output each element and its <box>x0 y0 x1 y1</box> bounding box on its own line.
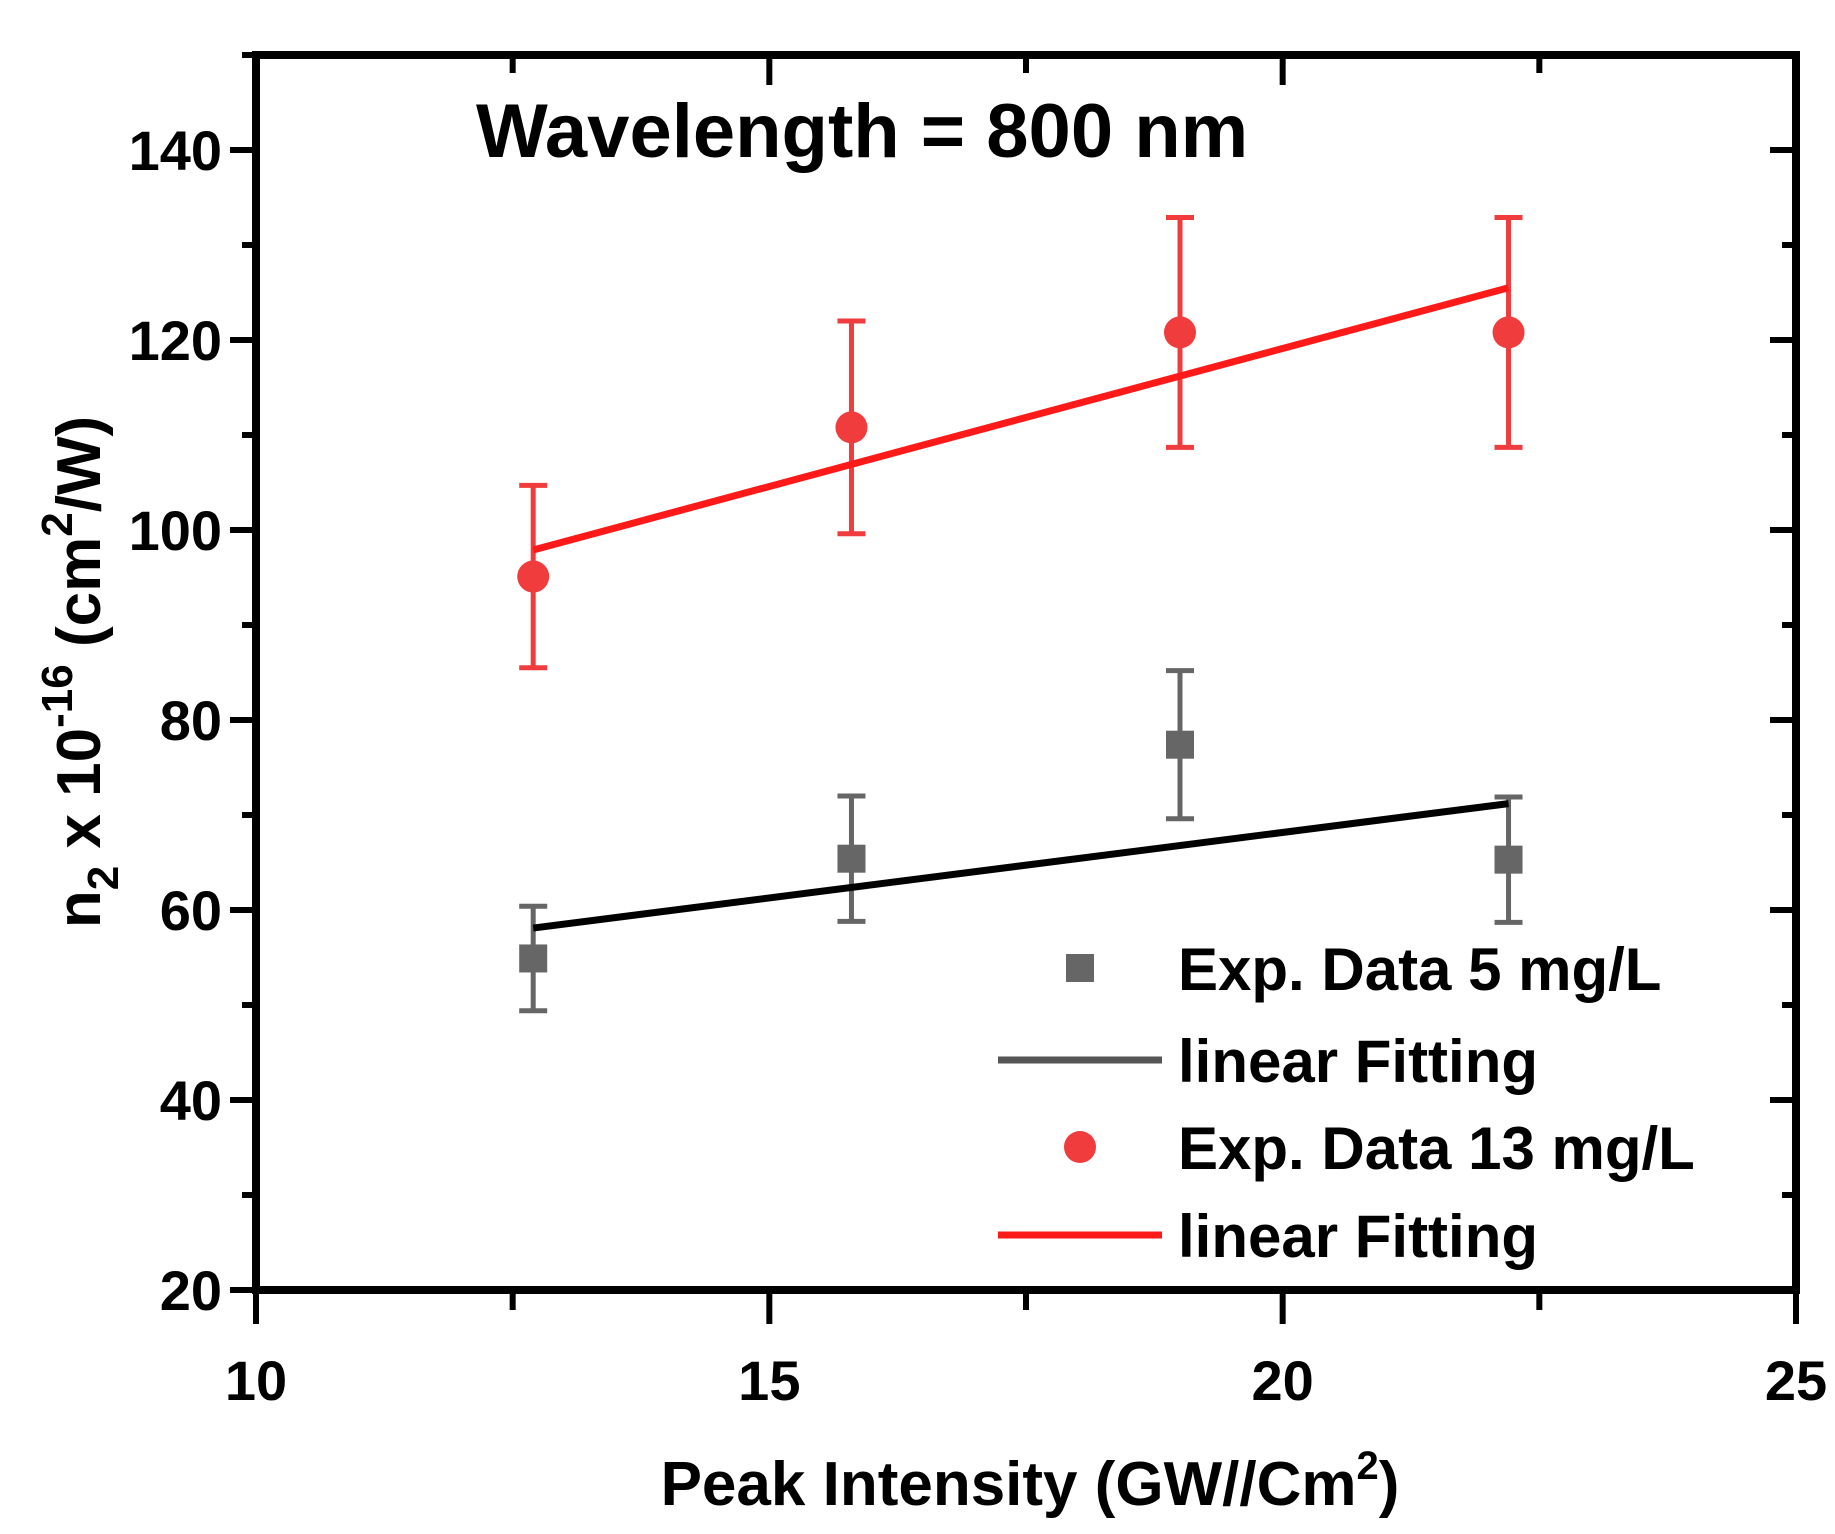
legend: Exp. Data 5 mg/L linear Fitting Exp. Data … <box>998 936 1695 1270</box>
legend-circle-marker <box>1064 1131 1096 1163</box>
legend-label: Exp. Data 5 mg/L <box>1178 936 1661 1003</box>
legend-square-marker <box>1066 954 1094 982</box>
axes: 10 15 20 25 20 40 60 80 100 120 140 <box>129 52 1827 1412</box>
y-tick-label: 100 <box>129 499 222 562</box>
y-tick-label: 60 <box>160 879 222 942</box>
x-axis-label: Peak Intensity (GW//Cm2) <box>661 1444 1400 1519</box>
data-point-square <box>1166 730 1194 759</box>
legend-label: Exp. Data 13 mg/L <box>1178 1115 1695 1182</box>
data-point-square <box>837 844 866 873</box>
x-tick-label: 15 <box>738 1349 800 1412</box>
fit-line <box>532 800 1509 932</box>
y-axis-label: n2 x 10-16 (cm2/W) <box>33 416 128 928</box>
data-point-circle <box>835 411 868 444</box>
y-tick-label: 40 <box>160 1069 222 1132</box>
data-point-circle <box>517 560 550 593</box>
legend-label: linear Fitting <box>1178 1028 1538 1095</box>
x-tick-label: 20 <box>1252 1349 1314 1412</box>
data-point-circle <box>1164 316 1196 349</box>
legend-label: linear Fitting <box>1178 1203 1538 1270</box>
y-tick-label: 20 <box>160 1259 222 1322</box>
data-point-circle <box>1492 316 1525 349</box>
plot-frame <box>252 51 1800 1294</box>
y-tick-label: 80 <box>160 689 222 752</box>
chart-title: Wavelength = 800 nm <box>476 89 1248 174</box>
data-point-square <box>1494 845 1523 874</box>
fit-line <box>532 284 1510 554</box>
x-tick-label: 25 <box>1765 1349 1827 1412</box>
y-tick-label: 140 <box>129 119 222 182</box>
plot-area <box>517 214 1525 1014</box>
data-point-square <box>519 944 548 973</box>
y-tick-label: 120 <box>129 309 222 372</box>
x-tick-label: 10 <box>225 1349 287 1412</box>
